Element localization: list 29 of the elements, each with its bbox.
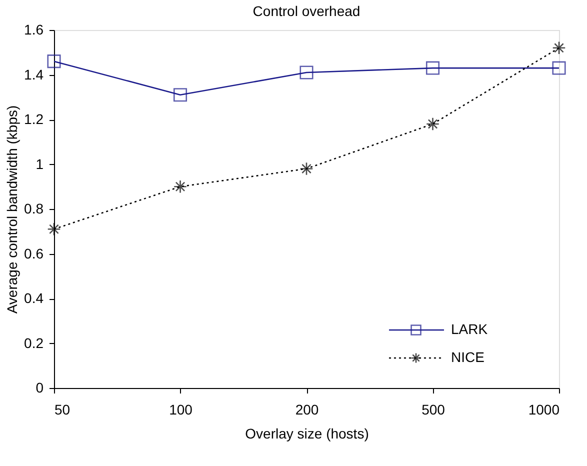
point <box>552 61 566 75</box>
y-tick-label: 1.6 <box>24 22 44 38</box>
legend-label: LARK <box>451 321 488 337</box>
point <box>552 41 566 55</box>
point <box>300 66 314 80</box>
point <box>426 61 440 75</box>
point <box>173 180 188 194</box>
y-tick-label: 0 <box>36 380 44 396</box>
x-tick-label: 500 <box>422 402 446 418</box>
y-tick-label: 1 <box>36 156 44 172</box>
y-tick-label: 1.4 <box>24 66 44 82</box>
y-tick-label: 0.2 <box>24 334 44 351</box>
x-tick-label: 1000 <box>528 402 560 418</box>
point <box>47 222 61 236</box>
y-tick-label: 1.2 <box>24 111 44 127</box>
y-tick-label: 0.4 <box>24 290 44 306</box>
y-axis-title: Average control bandwidth (kbps) <box>4 105 20 314</box>
point <box>300 162 314 176</box>
point <box>47 54 61 68</box>
x-axis-title: Overlay size (hosts) <box>245 426 369 442</box>
y-tick-label: 0.8 <box>24 200 44 216</box>
y-tick-label: 0.6 <box>24 245 44 262</box>
legend-label: NICE <box>451 349 484 365</box>
x-tick-label: 200 <box>295 402 319 418</box>
point <box>173 88 188 102</box>
x-tick-label: 100 <box>169 402 193 418</box>
x-tick-label: 50 <box>54 402 70 418</box>
chart-title: Control overhead <box>252 3 360 19</box>
point <box>426 117 440 131</box>
